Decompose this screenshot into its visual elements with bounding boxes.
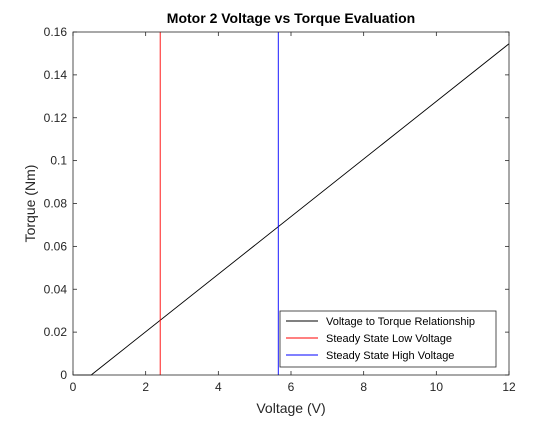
x-tick-label: 8 — [360, 380, 367, 394]
x-tick-label: 2 — [142, 380, 149, 394]
x-tick-label: 6 — [288, 380, 295, 394]
y-axis-label: Torque (Nm) — [22, 165, 38, 243]
y-tick-label: 0.1 — [50, 154, 67, 168]
x-tick-label: 0 — [70, 380, 77, 394]
chart-title: Motor 2 Voltage vs Torque Evaluation — [167, 10, 415, 26]
y-tick-label: 0.02 — [44, 325, 68, 339]
x-axis-label: Voltage (V) — [256, 400, 325, 416]
y-tick-label: 0.06 — [44, 239, 68, 253]
x-tick-label: 12 — [502, 380, 516, 394]
legend-label-0: Voltage to Torque Relationship — [326, 316, 475, 328]
y-tick-label: 0.12 — [44, 111, 68, 125]
x-tick-label: 4 — [215, 380, 222, 394]
y-tick-label: 0 — [60, 368, 67, 382]
legend-box — [279, 310, 497, 368]
y-tick-label: 0.16 — [44, 25, 68, 39]
y-tick-label: 0.14 — [44, 68, 68, 82]
legend-label-2: Steady State High Voltage — [326, 350, 454, 362]
x-tick-label: 10 — [430, 380, 444, 394]
y-tick-label: 0.08 — [44, 197, 68, 211]
legend-label-1: Steady State Low Voltage — [326, 333, 452, 345]
y-tick-label: 0.04 — [44, 282, 68, 296]
legend: Voltage to Torque Relationship Steady Sta… — [279, 310, 497, 368]
plot-frame — [72, 31, 510, 376]
